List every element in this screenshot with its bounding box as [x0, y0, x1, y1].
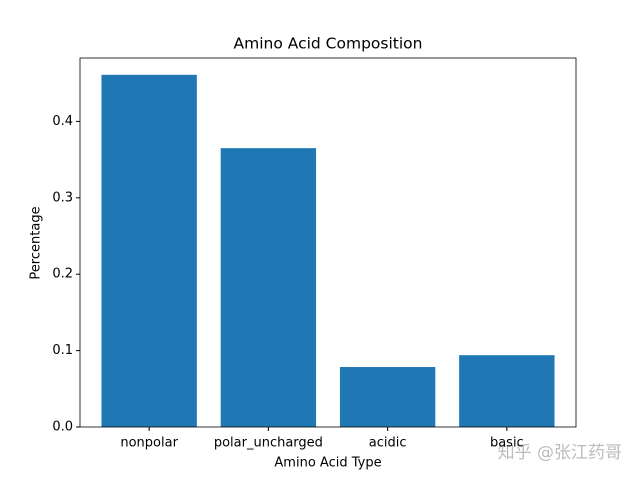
- y-tick-label: 0.0: [52, 420, 73, 435]
- plot-frame: [79, 57, 577, 428]
- bar: [339, 367, 436, 427]
- bar: [220, 148, 317, 428]
- bar: [459, 355, 555, 427]
- x-axis-label: Amino Acid Type: [274, 456, 381, 471]
- x-tick-label: acidic: [369, 436, 407, 451]
- chart-title: Amino Acid Composition: [234, 35, 423, 53]
- x-tick-label: polar_uncharged: [214, 436, 323, 451]
- y-tick-label: 0.2: [52, 267, 73, 282]
- y-tick-label: 0.4: [52, 114, 73, 129]
- x-tick-label: nonpolar: [120, 436, 178, 451]
- x-tick-label: basic: [490, 436, 524, 451]
- y-tick-label: 0.3: [52, 190, 73, 205]
- y-axis-label: Percentage: [29, 206, 44, 279]
- watermark: 知乎 @张江药哥: [498, 443, 622, 463]
- bar: [101, 74, 197, 427]
- y-tick-label: 0.1: [52, 343, 73, 358]
